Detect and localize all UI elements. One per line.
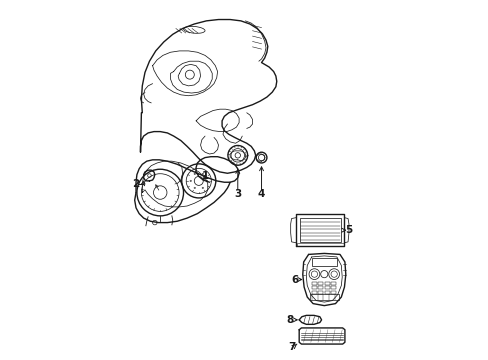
Text: 2: 2 (132, 179, 140, 189)
Bar (318, 291, 323, 294)
Text: 1: 1 (201, 171, 208, 181)
Bar (311, 258, 336, 266)
Bar (330, 291, 335, 294)
Bar (311, 291, 316, 294)
Text: 3: 3 (234, 189, 241, 199)
Bar (330, 282, 335, 285)
Bar (309, 294, 338, 300)
Bar (296, 243, 343, 246)
Text: 6: 6 (290, 275, 298, 284)
Bar (311, 282, 316, 285)
Text: 5: 5 (344, 225, 351, 235)
Bar (318, 286, 323, 289)
Text: 8: 8 (286, 315, 293, 325)
Bar (311, 286, 316, 289)
Text: 7: 7 (287, 342, 295, 352)
Bar (324, 291, 329, 294)
Bar (324, 286, 329, 289)
Bar (330, 286, 335, 289)
Bar (324, 282, 329, 285)
Bar (299, 218, 340, 242)
Bar (318, 282, 323, 285)
Text: 4: 4 (257, 189, 264, 199)
